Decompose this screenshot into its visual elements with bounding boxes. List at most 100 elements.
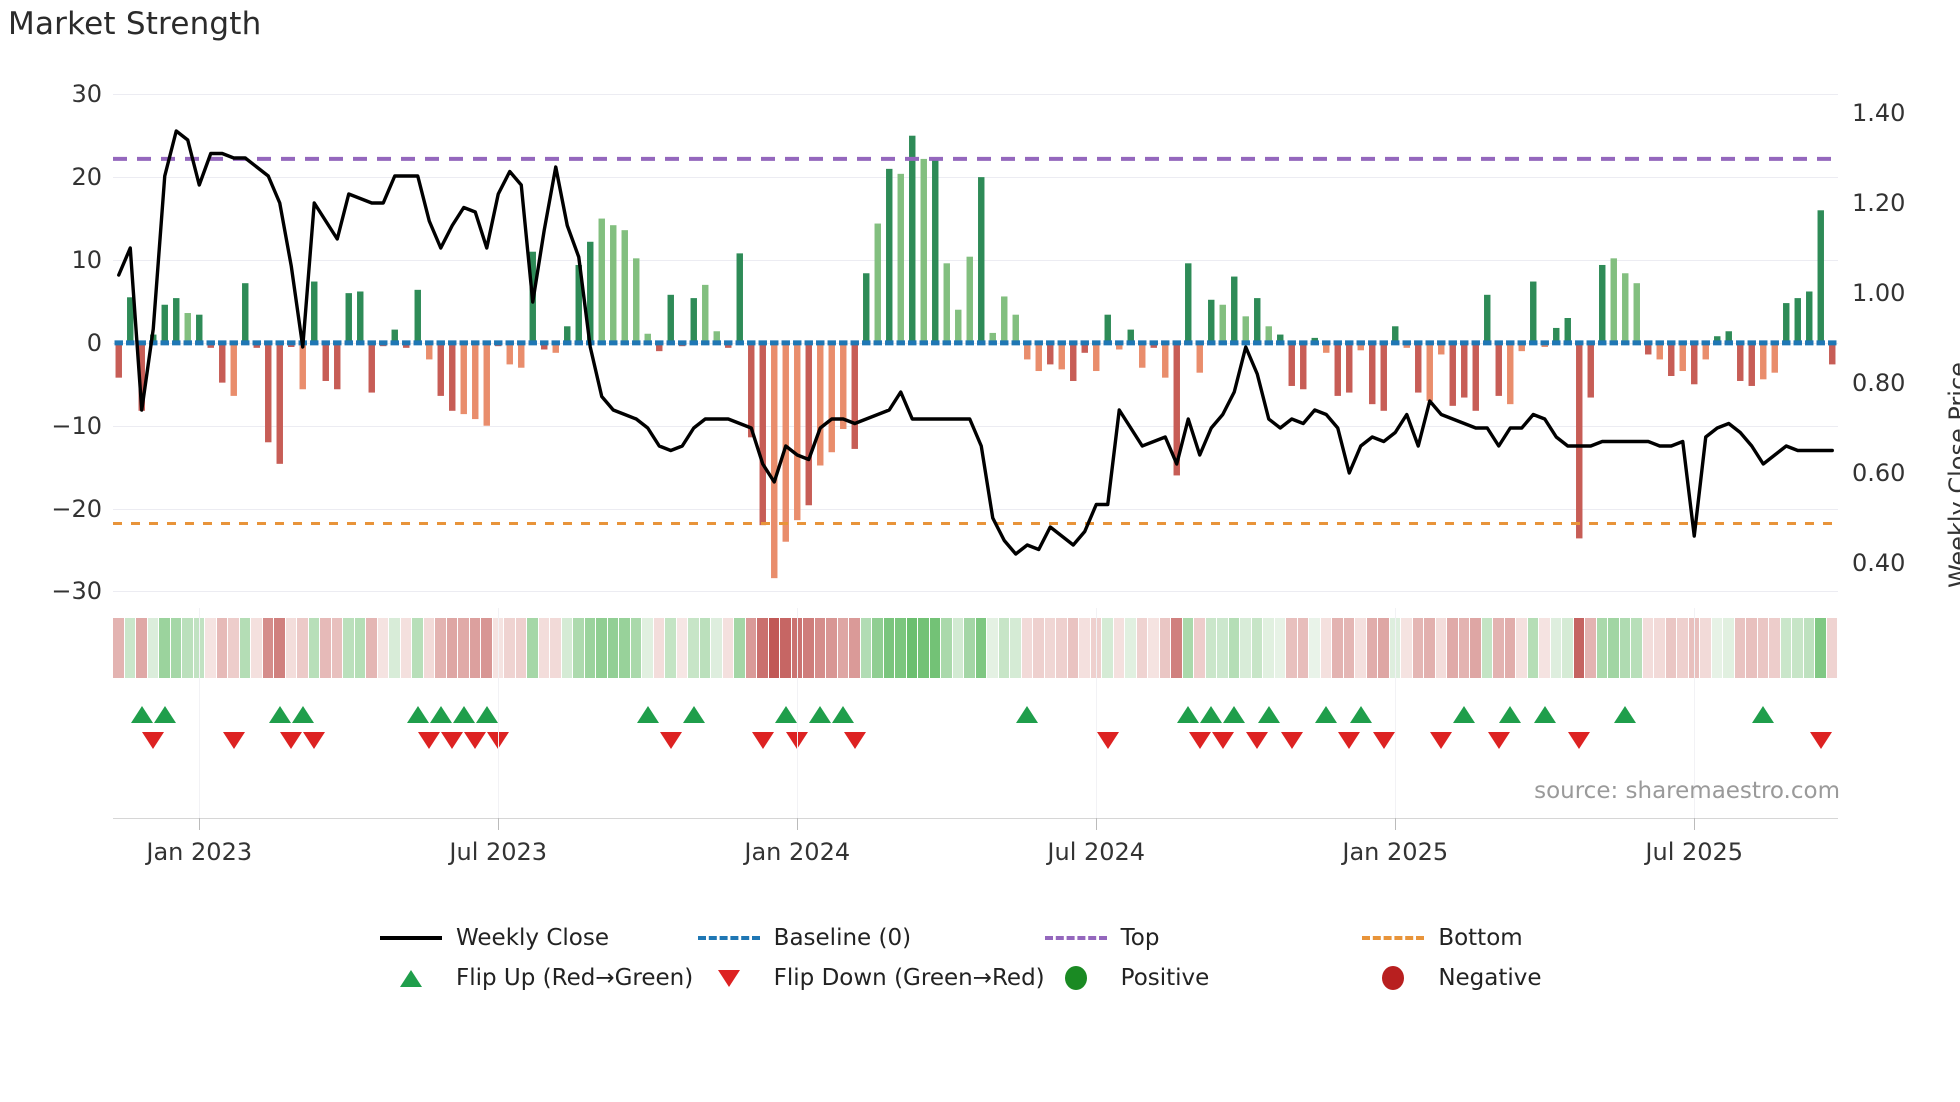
heatmap-cell	[1182, 618, 1193, 678]
bar	[644, 333, 651, 343]
bar	[598, 218, 605, 343]
heatmap-cell	[1470, 618, 1481, 678]
flip-up-marker	[774, 706, 797, 723]
baseline-segment	[827, 340, 836, 346]
baseline-segment	[1471, 340, 1480, 346]
flip-down-marker	[1188, 732, 1211, 749]
baseline-segment	[528, 340, 537, 346]
heatmap-cell	[1527, 618, 1538, 678]
bar	[920, 158, 927, 343]
baseline-segment	[1678, 340, 1687, 346]
heatmap-cell	[1539, 618, 1550, 678]
legend-item[interactable]: Positive	[1045, 965, 1363, 991]
heatmap-cell	[676, 618, 687, 678]
flip-up-marker	[406, 706, 429, 723]
flip-down-marker	[1372, 732, 1395, 749]
bar	[805, 342, 812, 506]
baseline-segment	[666, 340, 675, 346]
heatmap-cell	[929, 618, 940, 678]
heatmap-cell	[906, 618, 917, 678]
baseline-segment	[563, 340, 572, 346]
baseline-segment	[1310, 340, 1319, 346]
legend-item[interactable]: Weekly Close	[380, 925, 698, 951]
baseline-segment	[551, 340, 560, 346]
baseline-segment	[126, 340, 135, 346]
baseline-segment	[275, 340, 284, 346]
y-axis-left-tick: 10	[71, 246, 102, 274]
heatmap-cell	[1447, 618, 1458, 678]
flip-up-marker	[809, 706, 832, 723]
baseline-segment	[908, 340, 917, 346]
legend-item[interactable]: Flip Up (Red→Green)	[380, 965, 698, 991]
flip-up-marker	[1177, 706, 1200, 723]
bar	[1794, 298, 1801, 343]
flip-down-marker-row	[113, 729, 1838, 753]
bar	[1484, 294, 1491, 343]
y-axis-left-tick: 0	[86, 328, 102, 357]
baseline-segment	[195, 340, 204, 346]
legend-label: Positive	[1120, 965, 1210, 991]
baseline-segment	[1218, 340, 1227, 346]
bar	[1737, 342, 1744, 381]
flip-up-marker	[268, 706, 291, 723]
legend-swatch-dot	[1045, 966, 1107, 990]
heatmap-cell	[941, 618, 952, 678]
bar	[1702, 342, 1709, 360]
baseline-segment	[1448, 340, 1457, 346]
heatmap-cell	[1826, 618, 1837, 678]
heatmap-cell	[124, 618, 135, 678]
heatmap-cell	[1654, 618, 1665, 678]
legend-item[interactable]: Flip Down (Green→Red)	[698, 965, 1045, 991]
heatmap-cell	[1343, 618, 1354, 678]
bar	[299, 342, 306, 390]
bar	[702, 284, 709, 343]
baseline-segment	[402, 340, 411, 346]
flip-up-marker	[153, 706, 176, 723]
heatmap-cell	[1251, 618, 1262, 678]
baseline-segment	[931, 340, 940, 346]
heatmap-cell	[377, 618, 388, 678]
flip-up-marker	[130, 706, 153, 723]
bar	[1219, 304, 1226, 343]
gridline	[113, 425, 1838, 427]
bar	[196, 314, 203, 343]
baseline-segment	[1494, 340, 1503, 346]
heatmap-cell	[1504, 618, 1515, 678]
flip-down-marker	[464, 732, 487, 749]
bar	[759, 342, 766, 526]
legend-item[interactable]: Top	[1044, 925, 1363, 951]
bar	[966, 256, 973, 343]
baseline-segment	[1149, 340, 1158, 346]
bar	[173, 298, 180, 343]
legend-item[interactable]: Baseline (0)	[697, 925, 1045, 951]
bar	[1242, 316, 1249, 343]
x-axis-tick: Jul 2024	[1047, 838, 1146, 866]
legend-item[interactable]: Negative	[1362, 965, 1680, 991]
legend-swatch-triangle-up	[380, 967, 442, 989]
legend-label: Negative	[1438, 965, 1542, 991]
x-axis-line	[113, 818, 1838, 819]
bar	[840, 342, 847, 430]
heatmap-cell	[1665, 618, 1676, 678]
heatmap-cell	[1389, 618, 1400, 678]
heatmap-cell	[1228, 618, 1239, 678]
heatmap-cell	[1734, 618, 1745, 678]
baseline-segment	[1655, 340, 1664, 346]
x-axis-tick: Jan 2023	[146, 838, 253, 866]
baseline-segment	[643, 340, 652, 346]
heatmap-cell	[1700, 618, 1711, 678]
bar	[541, 342, 548, 350]
baseline-segment	[1793, 340, 1802, 346]
baseline-segment	[1805, 340, 1814, 346]
heatmap-cell	[1562, 618, 1573, 678]
baseline-segment	[344, 340, 353, 346]
baseline-segment	[1161, 340, 1170, 346]
y-axis-left-tick: −30	[51, 577, 102, 606]
legend-item[interactable]: Bottom	[1362, 925, 1680, 951]
baseline-segment	[1402, 340, 1411, 346]
legend-label: Flip Down (Green→Red)	[773, 965, 1045, 991]
y-axis-left-tick: 20	[71, 163, 102, 192]
baseline-segment	[1333, 340, 1342, 346]
baseline-segment	[1517, 340, 1526, 346]
baseline-segment	[517, 340, 526, 346]
